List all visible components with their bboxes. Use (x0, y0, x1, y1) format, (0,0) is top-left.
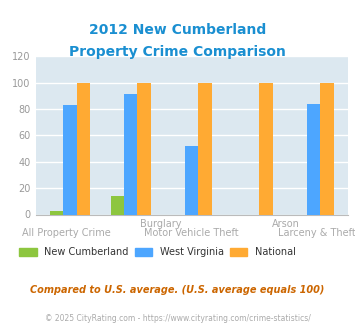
Text: Larceny & Theft: Larceny & Theft (278, 228, 355, 238)
Text: Compared to U.S. average. (U.S. average equals 100): Compared to U.S. average. (U.S. average … (30, 285, 325, 295)
Bar (260, 82, 273, 214)
Bar (320, 82, 334, 214)
Bar (198, 82, 212, 214)
Bar (77, 82, 90, 214)
Bar (50, 211, 63, 214)
Text: Motor Vehicle Theft: Motor Vehicle Theft (144, 228, 239, 238)
Text: © 2025 CityRating.com - https://www.cityrating.com/crime-statistics/: © 2025 CityRating.com - https://www.city… (45, 314, 310, 323)
Bar (137, 82, 151, 214)
Bar (185, 146, 198, 214)
Text: Burglary: Burglary (140, 219, 181, 229)
Bar (307, 104, 320, 214)
Bar (124, 94, 137, 214)
Text: 2012 New Cumberland: 2012 New Cumberland (89, 23, 266, 37)
Text: Property Crime Comparison: Property Crime Comparison (69, 45, 286, 58)
Text: All Property Crime: All Property Crime (22, 228, 111, 238)
Bar (63, 105, 77, 214)
Legend: New Cumberland, West Virginia, National: New Cumberland, West Virginia, National (19, 248, 296, 257)
Text: Arson: Arson (272, 219, 299, 229)
Bar (111, 196, 124, 214)
